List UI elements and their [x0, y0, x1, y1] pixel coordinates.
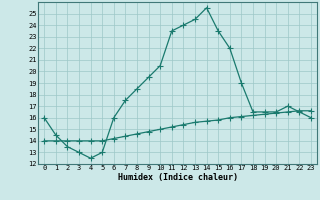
X-axis label: Humidex (Indice chaleur): Humidex (Indice chaleur) — [118, 173, 238, 182]
